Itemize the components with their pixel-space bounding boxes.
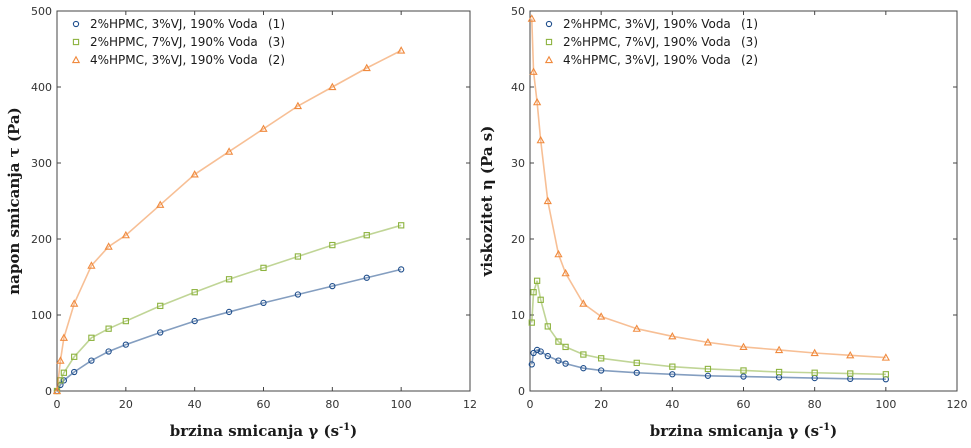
- series-trend: [530, 18, 886, 359]
- y-tick-label: 10: [511, 309, 525, 322]
- y-tick-label: 200: [31, 233, 52, 246]
- data-point: [579, 299, 588, 307]
- series-trend: [56, 224, 402, 392]
- data-point: [397, 46, 406, 54]
- x-tick-label: 100: [875, 398, 896, 411]
- data-point: [87, 261, 96, 269]
- y-axis-label: napon smicanja τ (Pa): [5, 107, 23, 295]
- x-tick-label: 100: [391, 398, 412, 411]
- data-point: [105, 325, 112, 332]
- data-point: [157, 329, 164, 336]
- legend-label: 2%HPMC, 7%VJ, 190% Voda: [90, 35, 258, 49]
- legend-marker: [71, 55, 81, 64]
- legend-label: 4%HPMC, 3%VJ, 190% Voda: [90, 53, 258, 67]
- data-point: [260, 264, 267, 272]
- legend-marker: [544, 55, 554, 64]
- x-tick-label: 40: [188, 398, 202, 411]
- data-point: [71, 368, 78, 376]
- x-tick-label: 120: [947, 398, 968, 411]
- plot-frame: [529, 10, 958, 392]
- x-tick-label: 60: [737, 398, 751, 411]
- data-point: [122, 317, 129, 325]
- data-point: [191, 289, 198, 296]
- legend-label: 2%HPMC, 7%VJ, 190% Voda: [563, 35, 731, 49]
- data-point: [88, 334, 95, 341]
- y-tick-label: 0: [45, 385, 52, 398]
- y-axis-label: viskozitet η (Pa s): [478, 126, 496, 278]
- legend-tag: (3): [741, 35, 758, 49]
- legend-label: 4%HPMC, 3%VJ, 190% Voda: [563, 53, 731, 67]
- data-point: [157, 302, 164, 310]
- series-square: [528, 277, 889, 378]
- y-tick-label: 500: [31, 5, 52, 18]
- data-point: [225, 276, 233, 283]
- legend-tag: (2): [741, 53, 758, 67]
- legend-label: 2%HPMC, 3%VJ, 190% Voda: [90, 17, 258, 31]
- x-tick-label: 20: [594, 398, 608, 411]
- series-square: [53, 222, 405, 395]
- series-circle: [528, 346, 889, 383]
- data-point: [60, 369, 68, 376]
- y-tick-label: 40: [511, 81, 525, 94]
- data-point: [537, 348, 544, 355]
- series-trend: [56, 49, 402, 392]
- legend-tag: (2): [268, 53, 285, 67]
- data-point: [544, 352, 551, 360]
- x-tick-label: 0: [54, 398, 61, 411]
- x-tick-label: 80: [808, 398, 822, 411]
- x-tick-label: 80: [325, 398, 339, 411]
- data-point: [533, 346, 541, 354]
- data-point: [71, 353, 78, 360]
- y-tick-label: 50: [511, 5, 525, 18]
- data-point: [156, 200, 165, 208]
- y-tick-label: 400: [31, 81, 52, 94]
- data-point: [554, 249, 563, 258]
- x-axis-label: brzina smicanja γ (s-1): [170, 422, 357, 440]
- legend-tag: (1): [741, 17, 758, 31]
- legend: 2%HPMC, 3%VJ, 190% Voda (1) 2%HPMC, 7%VJ, …: [544, 17, 758, 67]
- x-tick-label: 40: [665, 398, 679, 411]
- data-point: [555, 338, 562, 345]
- data-point: [52, 386, 62, 395]
- y-tick-label: 300: [31, 157, 52, 170]
- data-point: [294, 253, 302, 260]
- data-point: [561, 268, 570, 277]
- data-point: [105, 348, 112, 355]
- series-trend: [530, 280, 886, 376]
- legend-tag: (3): [268, 35, 285, 49]
- x-tick-label: 12: [463, 398, 477, 411]
- x-tick-label: 20: [119, 398, 133, 411]
- data-point: [88, 357, 95, 364]
- data-point: [555, 357, 562, 364]
- y-tick-label: 30: [511, 157, 525, 170]
- series-triangle: [527, 14, 890, 361]
- data-point: [121, 230, 130, 239]
- viscosity-chart: 0 20 40 60 80 100 120 0 10 20 30 40 50 brzina smicanj…: [478, 5, 968, 440]
- legend-marker: [545, 20, 553, 28]
- series-triangle: [52, 46, 406, 395]
- x-tick-label: 60: [257, 398, 271, 411]
- legend-tag: (1): [268, 17, 285, 31]
- y-tick-label: 20: [511, 233, 525, 246]
- legend-label: 2%HPMC, 3%VJ, 190% Voda: [563, 17, 731, 31]
- y-tick-label: 100: [31, 309, 52, 322]
- y-tick-label: 0: [518, 385, 525, 398]
- plot-frame: [56, 10, 471, 392]
- series-trend: [530, 349, 886, 381]
- data-point: [122, 341, 129, 348]
- x-tick-label: 0: [527, 398, 534, 411]
- x-axis-label: brzina smicanja γ (s-1): [650, 422, 837, 440]
- legend-marker: [545, 38, 553, 46]
- legend-marker: [72, 20, 80, 28]
- legend: 2%HPMC, 3%VJ, 190% Voda (1) 2%HPMC, 7%VJ, …: [71, 17, 285, 67]
- legend-marker: [72, 38, 80, 46]
- data-point: [562, 343, 569, 351]
- series-trend: [56, 268, 402, 392]
